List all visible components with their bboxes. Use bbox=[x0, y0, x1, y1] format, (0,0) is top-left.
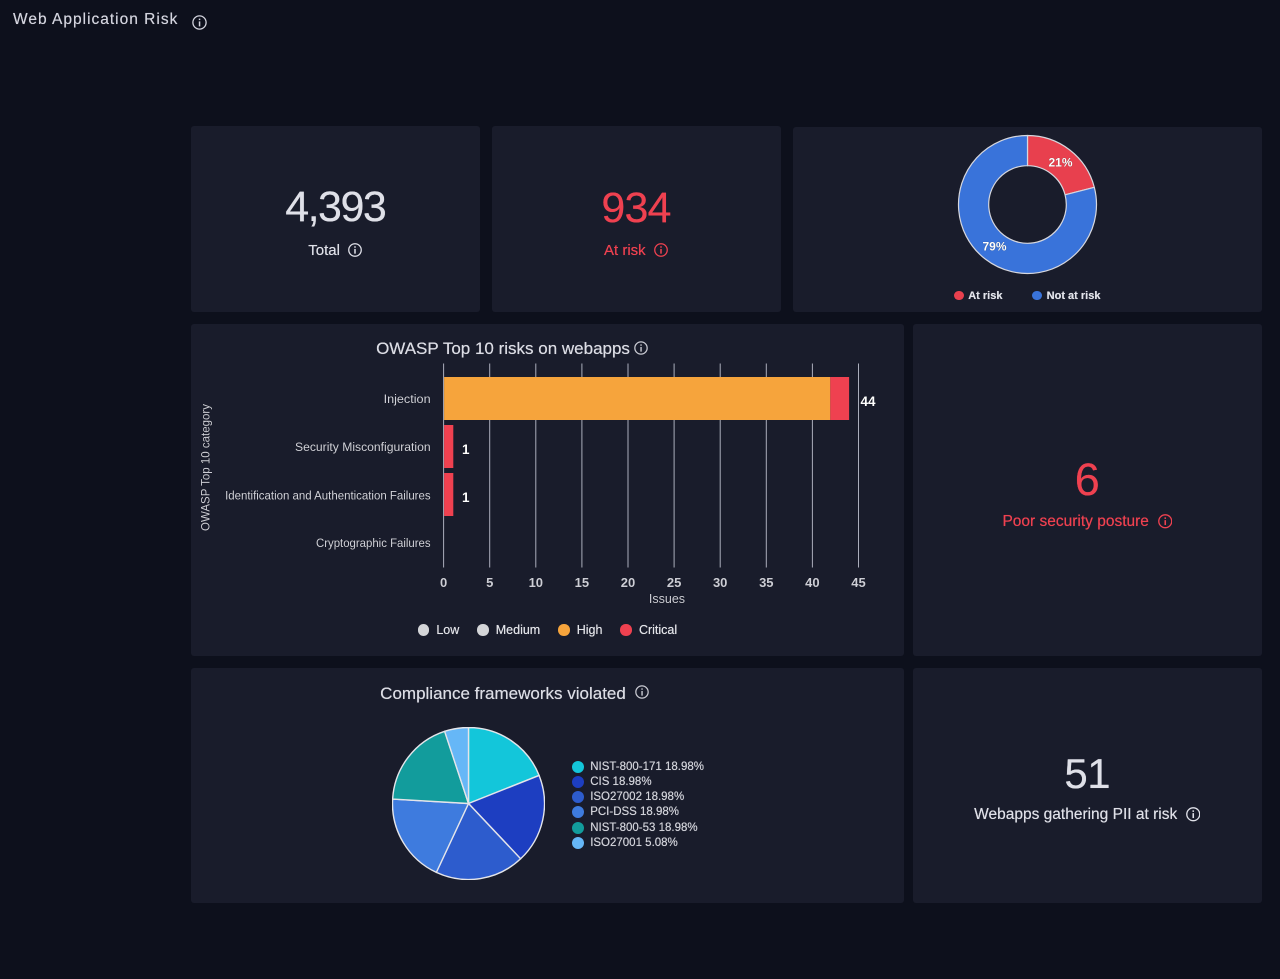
svg-text:0: 0 bbox=[440, 575, 447, 590]
svg-text:OWASP Top 10 category: OWASP Top 10 category bbox=[201, 404, 213, 531]
svg-text:1: 1 bbox=[462, 490, 470, 505]
svg-text:Identification and Authenticat: Identification and Authentication Failur… bbox=[225, 488, 431, 502]
svg-text:40: 40 bbox=[805, 575, 819, 590]
svg-text:30: 30 bbox=[713, 575, 727, 590]
svg-text:21%: 21% bbox=[1048, 155, 1072, 169]
svg-text:15: 15 bbox=[575, 575, 589, 590]
svg-text:79%: 79% bbox=[982, 239, 1006, 253]
svg-text:Injection: Injection bbox=[384, 392, 431, 406]
svg-text:25: 25 bbox=[667, 575, 681, 590]
svg-text:5: 5 bbox=[486, 575, 493, 590]
svg-text:Issues: Issues bbox=[649, 592, 685, 606]
svg-text:Cryptographic Failures: Cryptographic Failures bbox=[316, 536, 431, 550]
svg-text:Security Misconfiguration: Security Misconfiguration bbox=[295, 440, 431, 454]
svg-text:1: 1 bbox=[462, 442, 470, 457]
svg-text:35: 35 bbox=[759, 575, 773, 590]
svg-text:45: 45 bbox=[851, 575, 865, 590]
svg-text:44: 44 bbox=[861, 394, 877, 409]
svg-text:10: 10 bbox=[529, 575, 543, 590]
svg-text:20: 20 bbox=[621, 575, 635, 590]
